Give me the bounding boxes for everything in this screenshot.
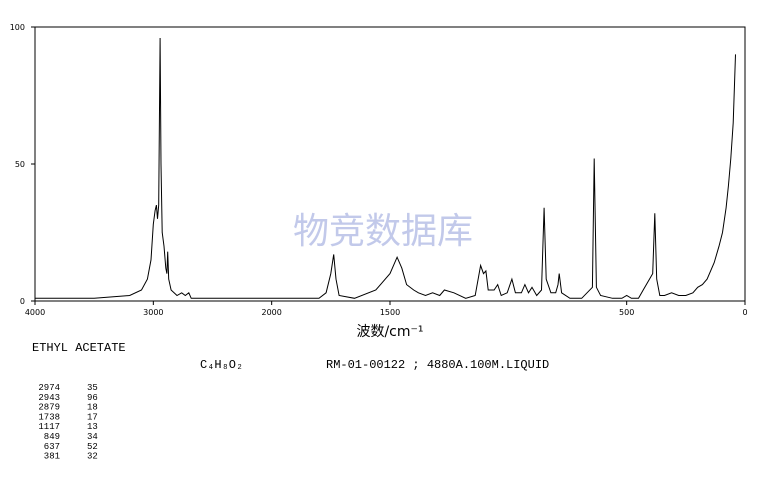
peak-wavenumber: 2879 [38,403,60,413]
peak-wavenumber: 1738 [38,412,60,422]
peak-wavenumber: 2974 [38,383,60,393]
y-tick-label: 0 [20,297,25,306]
peak-intensity: 34 [87,432,98,442]
peak-intensity: 52 [87,442,98,452]
peak-wavenumber: 637 [44,442,60,452]
plot-frame [34,26,746,302]
peak-wavenumber: 849 [44,432,60,442]
x-tick-label: 2000 [261,308,281,317]
watermark: 物竞数据库 [293,211,473,252]
peak-intensity: 35 [87,383,98,393]
formula: C₄H₈O₂ [200,358,243,372]
peak-wavenumber: 381 [44,452,60,462]
sample-info: RM-01-00122 ; 4880A.100M.LIQUID [326,358,549,372]
peak-intensity: 96 [87,393,98,403]
peak-wavenumber: 1117 [38,422,60,432]
x-tick-label: 3000 [143,308,163,317]
peak-intensity: 32 [87,452,98,462]
x-tick-label: 1500 [380,308,400,317]
y-tick-label: 50 [15,160,25,169]
x-tick-label: 4000 [25,308,45,317]
x-tick-label: 0 [742,308,747,317]
compound-name: ETHYL ACETATE [32,341,126,355]
peak-wavenumber: 2943 [38,393,60,403]
peak-intensity: 17 [87,412,98,422]
peak-intensity: 18 [87,403,98,413]
x-axis-label: 波数/cm⁻¹ [356,324,423,340]
x-tick-label: 500 [619,308,634,317]
y-tick-label: 100 [10,23,25,32]
spectrum-line [35,37,736,299]
peak-intensity: 13 [87,422,98,432]
